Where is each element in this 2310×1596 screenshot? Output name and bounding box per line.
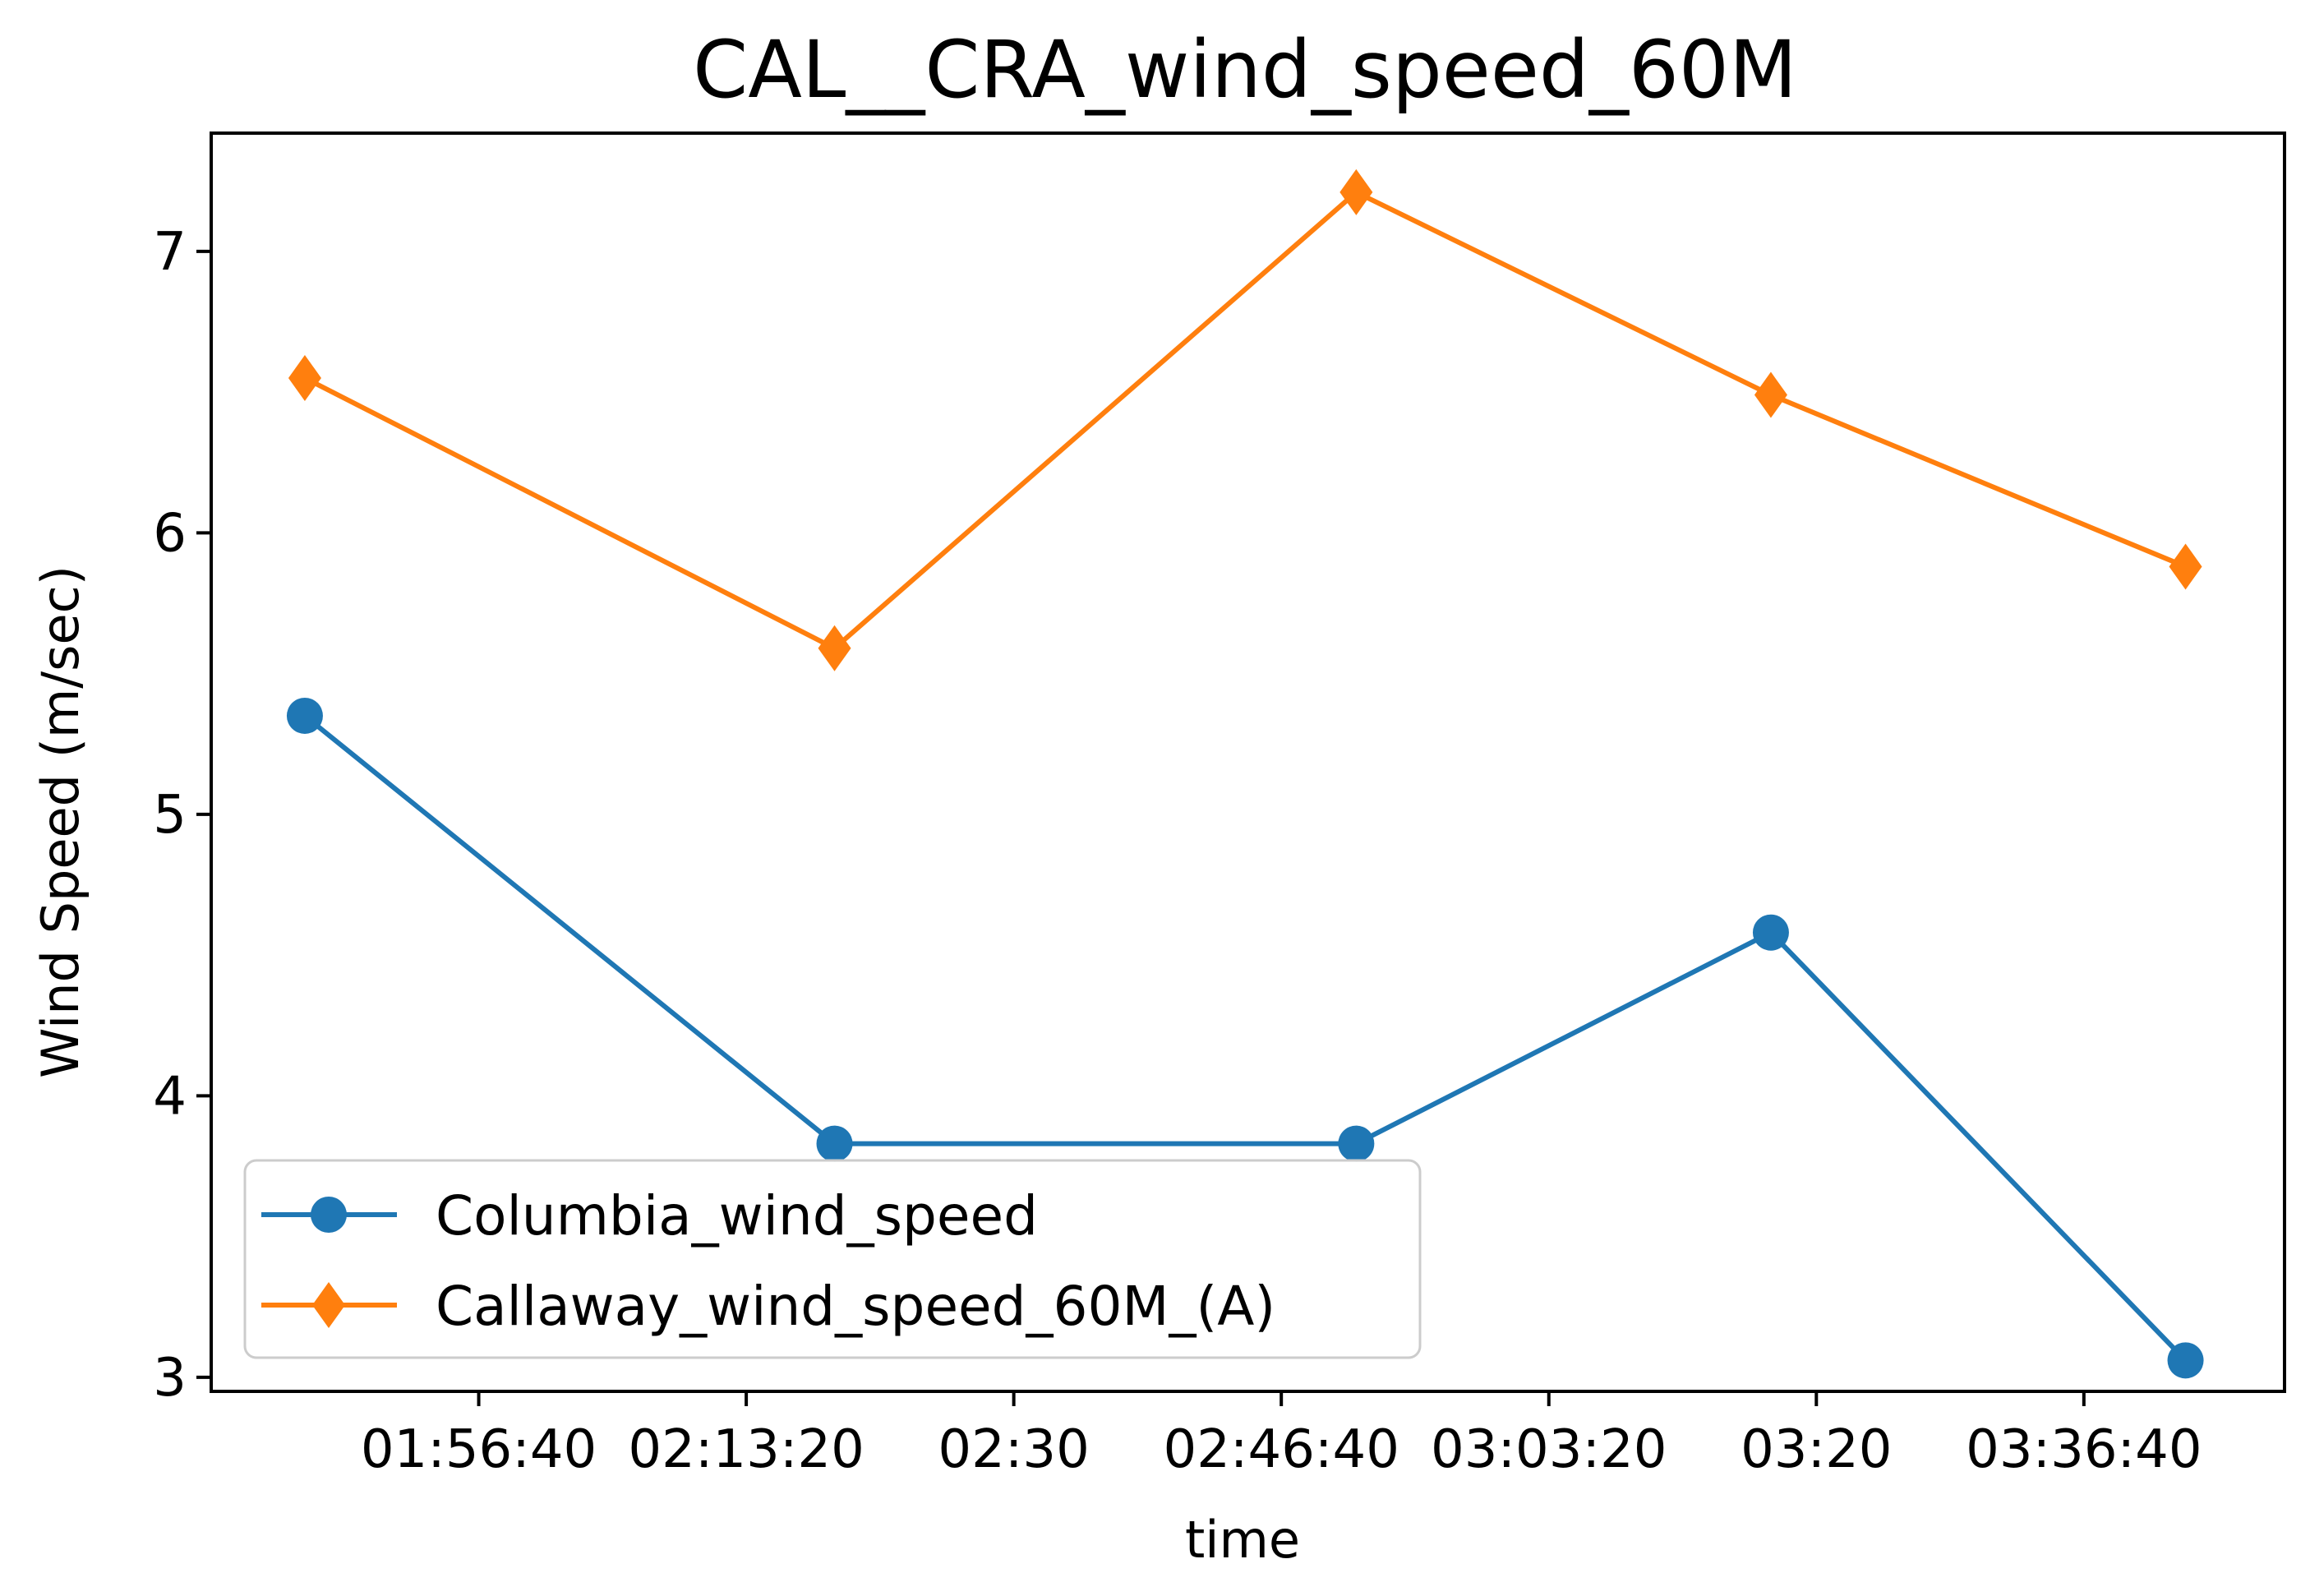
x-tick-label: 03:03:20 — [1431, 1419, 1667, 1480]
x-tick-label: 02:46:40 — [1163, 1419, 1399, 1480]
chart-title: CAL__CRA_wind_speed_60M — [693, 24, 1797, 116]
y-axis: 3 4 5 6 7 — [153, 222, 211, 1409]
x-axis-label: time — [1185, 1510, 1300, 1570]
data-point-diamond — [288, 354, 321, 401]
y-tick-label: 7 — [153, 222, 187, 283]
data-point-diamond — [1754, 371, 1787, 418]
x-tick-label: 02:13:20 — [628, 1419, 864, 1480]
x-tick-label: 01:56:40 — [361, 1419, 597, 1480]
series-line-1 — [303, 189, 2187, 651]
x-tick-label: 03:20 — [1741, 1419, 1892, 1480]
data-point-diamond — [818, 625, 851, 671]
data-point-circle — [1752, 914, 1789, 951]
legend: Columbia_wind_speed Callaway_wind_speed_6… — [243, 1159, 1422, 1359]
legend-box — [243, 1159, 1422, 1359]
data-point-diamond — [1339, 168, 1373, 215]
data-point-circle — [1338, 1125, 1375, 1162]
x-tick-label: 03:36:40 — [1966, 1419, 2202, 1480]
legend-marker-diamond — [312, 1282, 345, 1328]
legend-label: Callaway_wind_speed_60M_(A) — [436, 1275, 1275, 1338]
y-tick-label: 3 — [153, 1348, 187, 1409]
data-point-circle — [286, 697, 323, 734]
legend-label: Columbia_wind_speed — [436, 1184, 1038, 1248]
plot-frame — [210, 131, 2286, 1393]
y-tick-label: 4 — [153, 1066, 187, 1127]
x-axis: 01:56:40 02:13:20 02:30 02:46:40 03:03:20 03:… — [361, 1391, 2202, 1480]
data-point-circle — [816, 1125, 853, 1162]
y-axis-label: Wind Speed (m/sec) — [30, 565, 90, 1078]
data-point-circle — [2167, 1342, 2204, 1379]
y-tick-label: 5 — [153, 785, 187, 846]
x-tick-label: 02:30 — [938, 1419, 1089, 1480]
series-group — [286, 168, 2204, 1379]
legend-marker-circle — [311, 1197, 347, 1233]
data-point-diamond — [2169, 543, 2202, 590]
y-tick-label: 6 — [153, 503, 187, 564]
